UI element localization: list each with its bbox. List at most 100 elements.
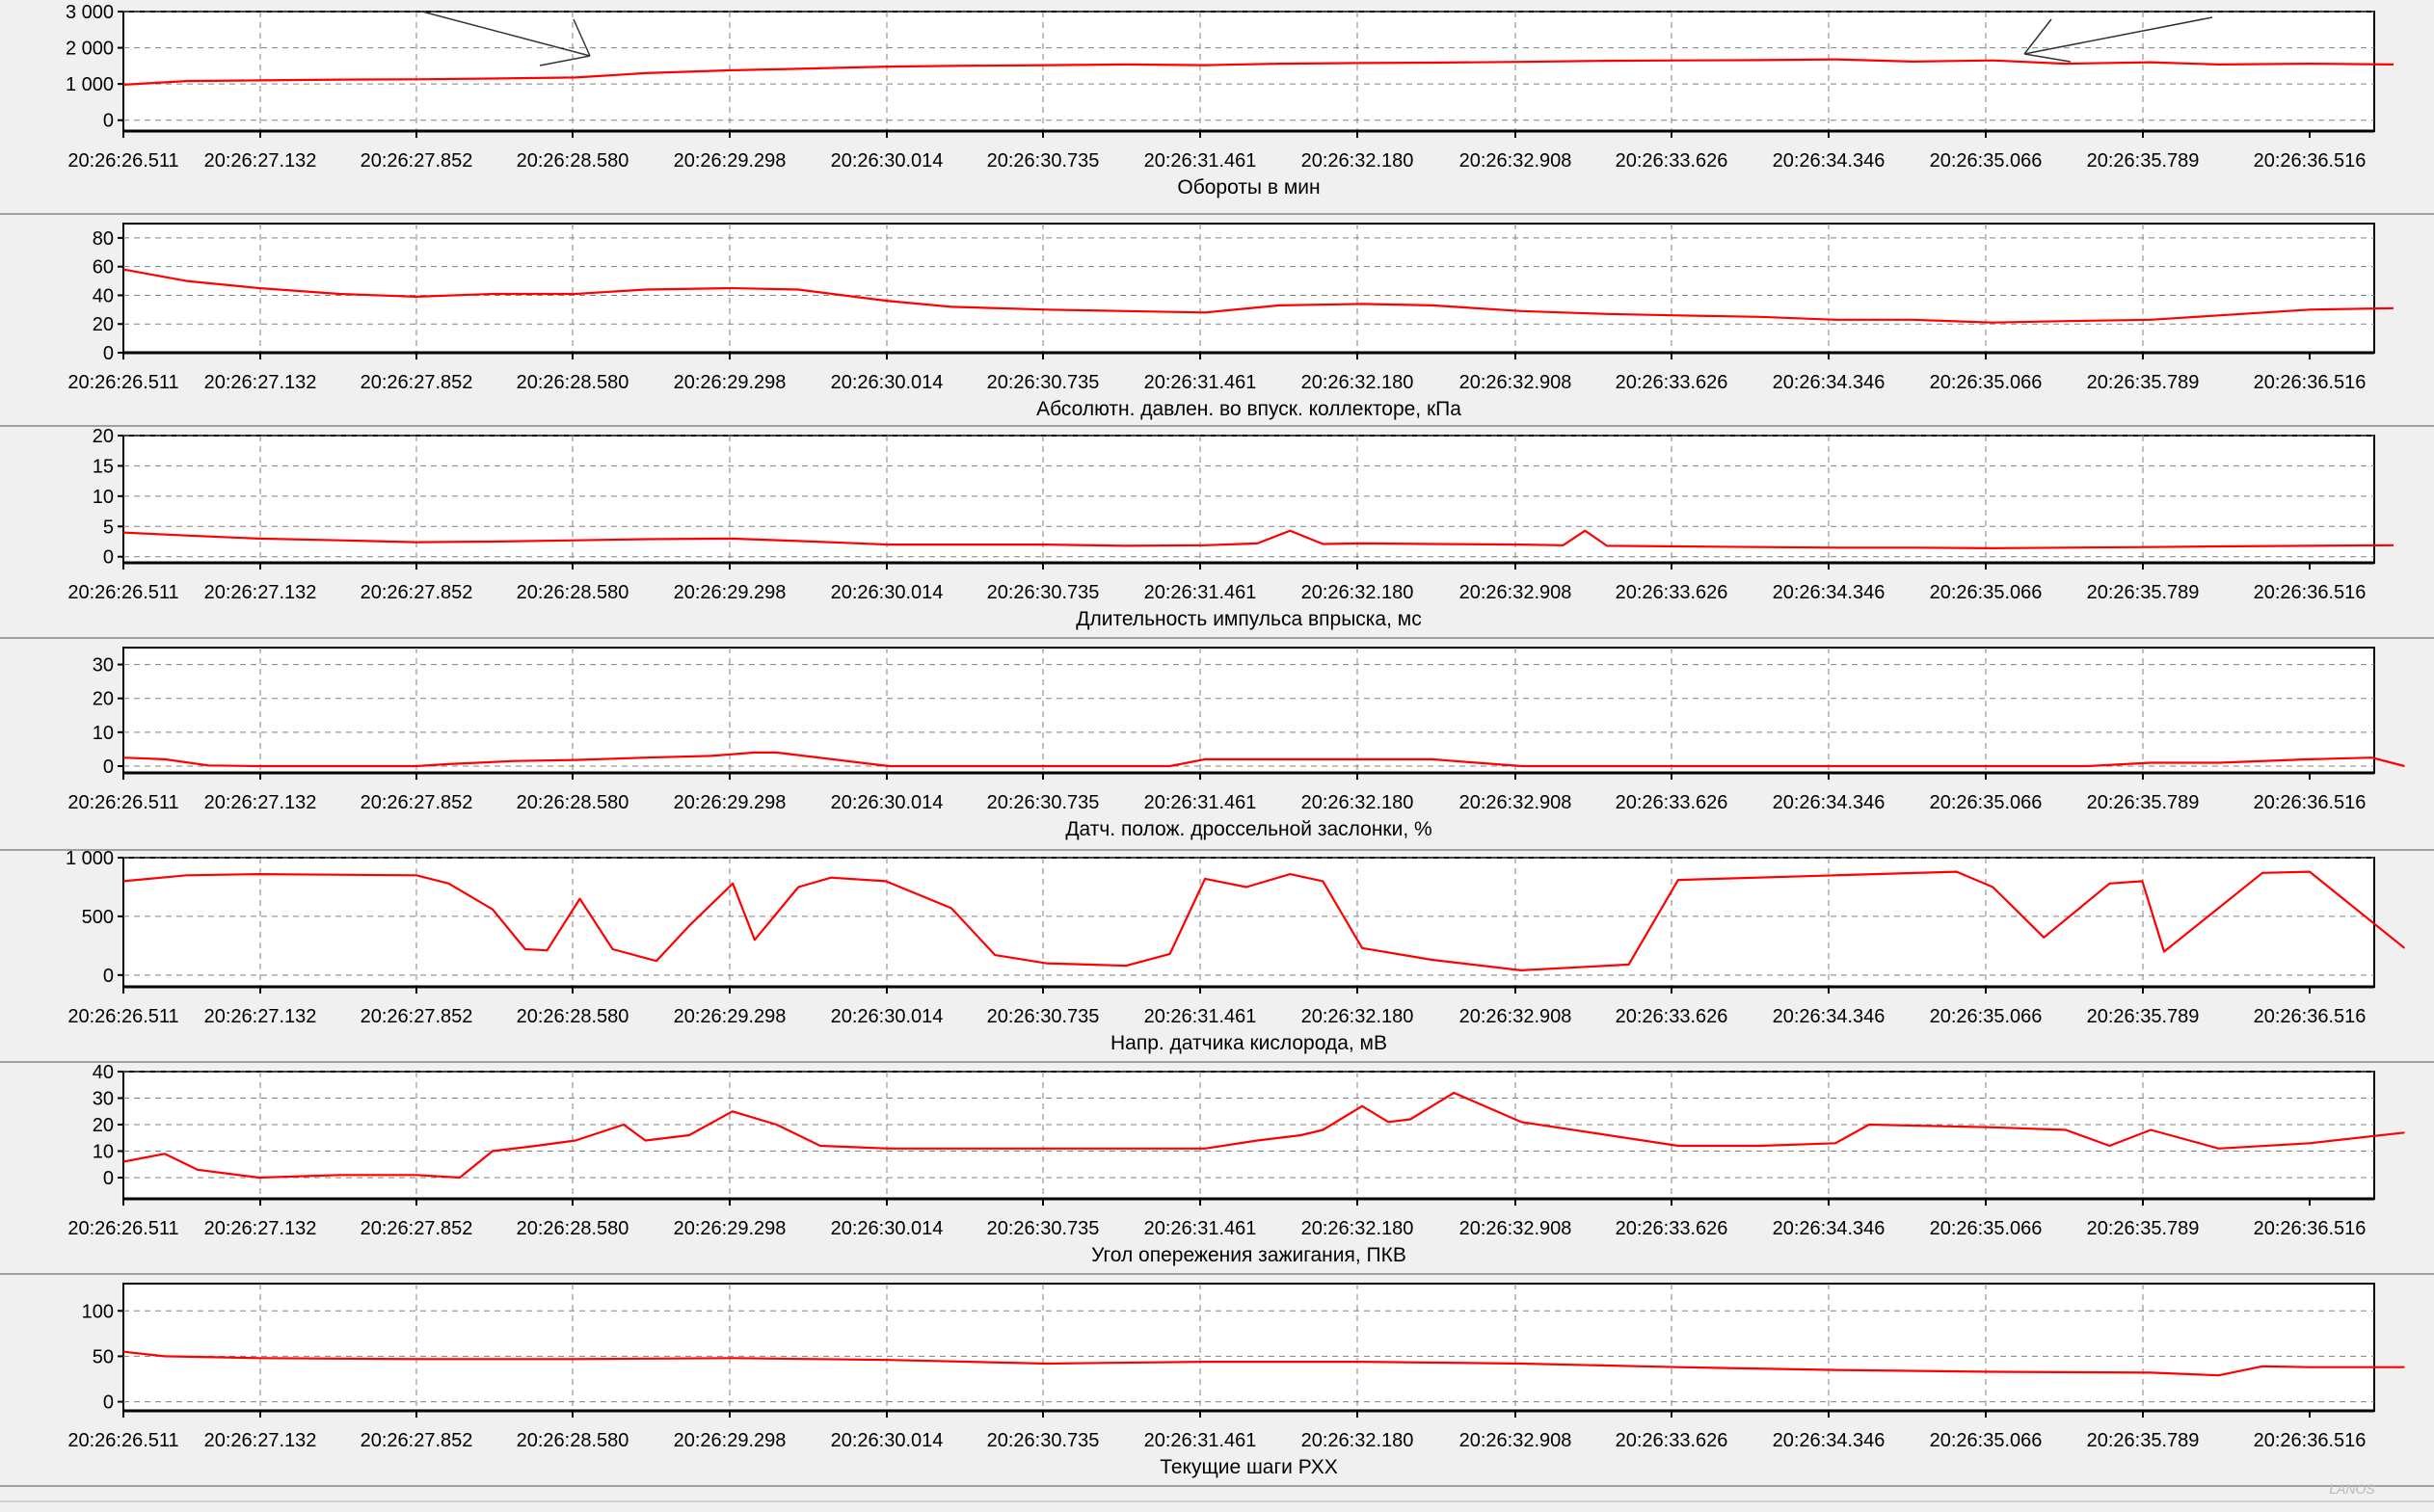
x-tick-label: 20:26:28.580 xyxy=(517,1218,629,1239)
x-tick-label: 20:26:32.908 xyxy=(1459,372,1572,393)
x-tick-label: 20:26:29.298 xyxy=(674,372,787,393)
y-tick-label: 0 xyxy=(103,111,114,132)
x-tick-label: 20:26:27.132 xyxy=(204,582,317,603)
x-tick-label: 20:26:32.180 xyxy=(1301,150,1414,172)
x-tick-label: 20:26:26.511 xyxy=(67,1006,178,1027)
x-tick-label: 20:26:30.735 xyxy=(987,1006,1100,1027)
x-tick-label: 20:26:32.180 xyxy=(1301,1430,1414,1451)
x-tick-label: 20:26:34.346 xyxy=(1773,1006,1886,1027)
x-tick-label: 20:26:33.626 xyxy=(1616,1218,1728,1239)
y-tick-label: 15 xyxy=(93,456,114,477)
x-tick-label: 20:26:35.789 xyxy=(2087,1430,2200,1451)
x-tick-label: 20:26:26.511 xyxy=(67,582,178,603)
x-tick-label: 20:26:34.346 xyxy=(1773,1218,1886,1239)
series-line xyxy=(122,1091,2405,1180)
x-tick-label: 20:26:35.789 xyxy=(2087,150,2200,172)
x-tick-label: 20:26:26.511 xyxy=(67,1218,178,1239)
x-tick-label: 20:26:31.461 xyxy=(1144,1006,1257,1027)
x-tick-label: 20:26:26.511 xyxy=(67,372,178,393)
x-tick-label: 20:26:34.346 xyxy=(1773,150,1886,172)
y-tick-label: 50 xyxy=(93,1346,114,1367)
chart-panel-6: 0 10 20 30 40 20:26:26.511 20:26:27.132 20:26:2… xyxy=(67,1062,2405,1266)
x-tick-label: 20:26:32.180 xyxy=(1301,1218,1414,1239)
x-axis-label: Угол опережения зажигания, ПКВ xyxy=(1091,1244,1406,1266)
x-tick-label: 20:26:32.180 xyxy=(1301,792,1414,813)
x-tick-label: 20:26:31.461 xyxy=(1144,1430,1257,1451)
x-tick-label: 20:26:32.180 xyxy=(1301,1006,1414,1027)
y-tick-label: 30 xyxy=(93,655,114,676)
x-tick-label: 20:26:36.516 xyxy=(2254,1006,2367,1027)
y-tick-label: 20 xyxy=(93,689,114,710)
y-tick-label: 20 xyxy=(93,426,114,447)
chart-panel-4: 0 10 20 30 20:26:26.511 20:26:27.132 20:26:27.… xyxy=(67,647,2405,840)
y-tick-label: 3 000 xyxy=(66,2,114,23)
y-tick-label: 0 xyxy=(103,547,114,569)
y-tick-label: 0 xyxy=(103,1393,114,1414)
x-tick-label: 20:26:30.014 xyxy=(831,1218,944,1239)
x-tick-label: 20:26:31.461 xyxy=(1144,372,1257,393)
x-tick-label: 20:26:29.298 xyxy=(674,1006,787,1027)
x-tick-label: 20:26:33.626 xyxy=(1616,792,1728,813)
series-line xyxy=(122,870,2406,972)
x-tick-label: 20:26:27.132 xyxy=(204,1218,317,1239)
x-tick-label: 20:26:32.908 xyxy=(1459,1006,1572,1027)
plot-area xyxy=(122,11,2375,132)
plot-area xyxy=(122,1071,2375,1200)
y-tick-label: 10 xyxy=(93,723,114,744)
x-tick-label: 20:26:36.516 xyxy=(2254,1218,2367,1239)
series-line xyxy=(122,58,2394,86)
x-tick-label: 20:26:33.626 xyxy=(1616,582,1728,603)
annotation-arrows xyxy=(421,11,2213,66)
x-axis-label: Напр. датчика кислорода, мВ xyxy=(1110,1032,1387,1054)
x-axis-label: Длительность импульса впрыска, мс xyxy=(1076,608,1421,630)
x-tick-label: 20:26:30.735 xyxy=(987,372,1100,393)
x-tick-label: 20:26:30.735 xyxy=(987,1218,1100,1239)
x-tick-label: 20:26:34.346 xyxy=(1773,582,1886,603)
x-tick-label: 20:26:33.626 xyxy=(1616,1006,1728,1027)
x-tick-label: 20:26:32.908 xyxy=(1459,1218,1572,1239)
series-line xyxy=(122,529,2394,550)
x-tick-label: 20:26:30.735 xyxy=(987,582,1100,603)
x-tick-label: 20:26:35.066 xyxy=(1930,150,2043,172)
x-tick-label: 20:26:34.346 xyxy=(1773,1430,1886,1451)
x-tick-label: 20:26:27.132 xyxy=(204,372,317,393)
x-tick-label: 20:26:27.132 xyxy=(204,1430,317,1451)
x-tick-label: 20:26:35.066 xyxy=(1930,1006,2043,1027)
annotation-arrow xyxy=(2023,16,2213,63)
chart-panel-5: 0 500 1 000 20:26:26.511 20:26:27.132 20:26:2… xyxy=(66,848,2406,1054)
x-tick-label: 20:26:26.511 xyxy=(67,792,178,813)
x-tick-label: 20:26:30.014 xyxy=(831,582,944,603)
plot-area xyxy=(122,223,2375,354)
x-tick-label: 20:26:36.516 xyxy=(2254,582,2367,603)
x-tick-label: 20:26:28.580 xyxy=(517,372,629,393)
y-tick-label: 30 xyxy=(93,1089,114,1110)
x-tick-label: 20:26:29.298 xyxy=(674,792,787,813)
plot-area xyxy=(122,857,2375,988)
x-tick-label: 20:26:30.014 xyxy=(831,372,944,393)
x-tick-label: 20:26:35.789 xyxy=(2087,372,2200,393)
x-tick-label: 20:26:35.066 xyxy=(1930,582,2043,603)
x-tick-label: 20:26:34.346 xyxy=(1773,372,1886,393)
x-tick-label: 20:26:35.066 xyxy=(1930,1218,2043,1239)
series-line xyxy=(122,1350,2405,1377)
chart-panel-2: 0 20 40 60 80 20:26:26.511 20:26:27.132 20:26:2… xyxy=(67,223,2394,420)
x-tick-label: 20:26:28.580 xyxy=(517,1430,629,1451)
x-tick-label: 20:26:30.014 xyxy=(831,792,944,813)
x-axis-label: Абсолютн. давлен. во впуск. коллекторе, … xyxy=(1036,398,1461,420)
y-tick-label: 10 xyxy=(93,487,114,508)
chart-panel-7: 0 50 100 20:26:26.511 20:26:27.132 20:26:27.8… xyxy=(67,1283,2405,1478)
x-tick-label: 20:26:35.066 xyxy=(1930,792,2043,813)
x-tick-label: 20:26:32.908 xyxy=(1459,582,1572,603)
y-tick-label: 20 xyxy=(93,314,114,335)
series-line xyxy=(122,268,2394,324)
plot-area xyxy=(122,1283,2375,1412)
x-tick-label: 20:26:28.580 xyxy=(517,582,629,603)
y-tick-label: 0 xyxy=(103,1168,114,1189)
y-tick-label: 40 xyxy=(93,285,114,306)
y-tick-label: 5 xyxy=(103,517,114,538)
x-tick-label: 20:26:32.180 xyxy=(1301,372,1414,393)
y-tick-label: 0 xyxy=(103,966,114,987)
x-tick-label: 20:26:30.735 xyxy=(987,792,1100,813)
x-tick-label: 20:26:31.461 xyxy=(1144,582,1257,603)
